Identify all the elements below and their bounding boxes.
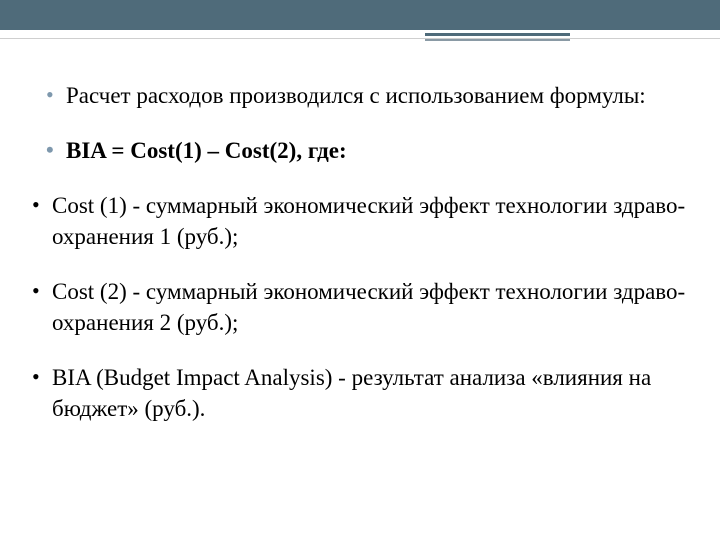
content-area: Расчет расходов производился с использов… [40, 80, 690, 448]
underline-decoration-top [425, 33, 570, 36]
bullet-list: Расчет расходов производился с использов… [40, 80, 690, 424]
list-item: Cost (2) - суммарный экономический эффек… [26, 276, 690, 338]
list-item: BIA (Budget Impact Analysis) - результат… [26, 362, 690, 424]
list-item: BIA = Cost(1) – Cost(2), где: [40, 135, 690, 166]
top-bar-decoration [0, 0, 720, 30]
hairline-decoration [0, 38, 720, 39]
list-item: Расчет расходов производился с использов… [40, 80, 690, 111]
slide: Расчет расходов производился с использов… [0, 0, 720, 540]
list-item: Cost (1) - суммарный экономический эффек… [26, 190, 690, 252]
